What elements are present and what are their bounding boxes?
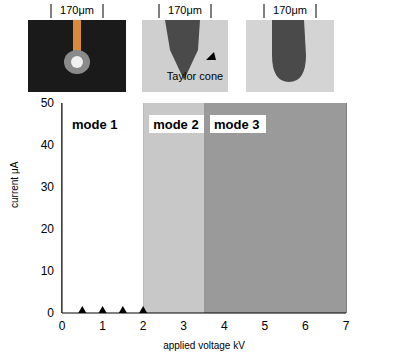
svg-text:1: 1: [99, 319, 106, 333]
svg-text:mode 2: mode 2: [153, 117, 199, 132]
svg-text:0: 0: [47, 306, 54, 320]
svg-text:4: 4: [221, 319, 228, 333]
svg-text:6: 6: [302, 319, 309, 333]
svg-text:10: 10: [41, 264, 55, 278]
svg-text:20: 20: [41, 222, 55, 236]
svg-text:170μm: 170μm: [60, 4, 94, 16]
svg-text:mode 3: mode 3: [214, 117, 260, 132]
svg-text:3: 3: [180, 319, 187, 333]
svg-text:2: 2: [140, 319, 147, 333]
svg-text:170μm: 170μm: [273, 4, 307, 16]
svg-text:170μm: 170μm: [168, 4, 202, 16]
svg-text:current μA: current μA: [9, 161, 20, 208]
svg-text:7: 7: [343, 319, 350, 333]
svg-text:0: 0: [59, 319, 66, 333]
svg-text:applied voltage kV: applied voltage kV: [163, 340, 245, 351]
svg-text:mode 1: mode 1: [72, 117, 118, 132]
svg-text:5: 5: [262, 319, 269, 333]
svg-text:Taylor cone: Taylor cone: [167, 70, 223, 82]
svg-text:30: 30: [41, 180, 55, 194]
svg-text:50: 50: [41, 96, 55, 110]
svg-text:40: 40: [41, 138, 55, 152]
